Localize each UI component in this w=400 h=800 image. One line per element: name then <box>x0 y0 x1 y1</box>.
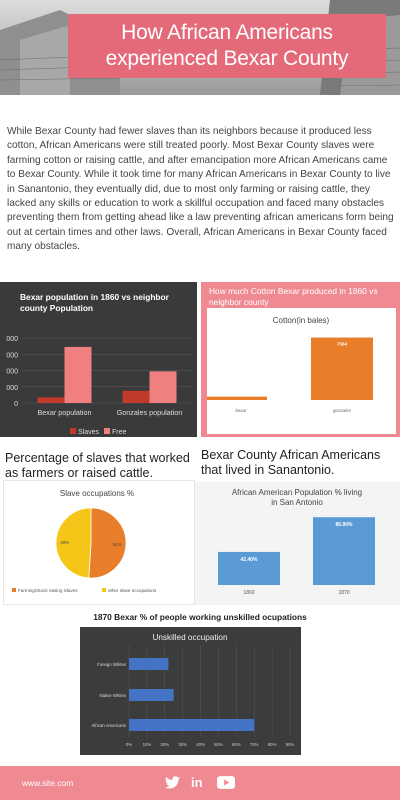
occupations-heading: Percentage of slaves that worked as farm… <box>5 451 190 480</box>
unskilled-chart: Unskilled occupation 0% 10% 20% 30% 40% 50% 60%… <box>91 633 295 747</box>
chart-title: African American Population % living <box>232 488 362 497</box>
population-chart-panel: Bexar population in 1860 vs neighbor cou… <box>0 282 197 437</box>
legend-label: Slaves <box>78 429 100 436</box>
cotton-chart-area: Cotton(in bales) 407 bexar 7584 gonzales <box>205 308 396 434</box>
legend-label: other slave occupations <box>108 588 157 593</box>
data-label: 51% <box>113 542 122 547</box>
occupations-pie-panel: Slave occupations % 51% 49% Farming/Stock r… <box>3 480 195 605</box>
cotton-chart-heading: How much Cotton Bexar produced in 1860 v… <box>209 286 378 307</box>
chart-title: Unskilled occupation <box>152 633 228 642</box>
population-chart-heading: Bexar population in 1860 vs neighbor cou… <box>20 292 169 313</box>
legend-swatch <box>102 588 106 592</box>
x-tick-label: Bexar population <box>38 408 92 417</box>
legend-label: Free <box>112 429 127 436</box>
intro-paragraph: While Bexar County had fewer slaves than… <box>7 126 394 253</box>
data-label: 7584 <box>337 342 348 347</box>
youtube-icon[interactable] <box>217 773 235 791</box>
data-label: 42.40% <box>241 557 259 563</box>
cotton-chart-panel: How much Cotton Bexar produced in 1860 v… <box>201 282 400 437</box>
x-tick-label: 70% <box>250 742 259 747</box>
sanantonio-chart-panel: African American Population % living in S… <box>195 482 400 605</box>
x-tick-label: 50% <box>214 742 223 747</box>
pie-slice <box>55 507 92 579</box>
y-tick-label: 000 <box>6 336 18 343</box>
legend-swatch <box>104 428 110 434</box>
y-tick-label: 0 <box>14 401 18 408</box>
bar <box>129 658 169 670</box>
x-tick-label: 60% <box>232 742 241 747</box>
bar-free <box>149 371 177 403</box>
page-title: How African Americans experienced Bexar … <box>105 21 349 70</box>
legend-swatch <box>70 428 76 434</box>
twitter-icon[interactable] <box>165 773 180 791</box>
bar <box>129 719 255 731</box>
y-tick-label: 000 <box>6 369 18 376</box>
linkedin-icon[interactable]: in <box>191 774 203 790</box>
bar <box>205 396 267 400</box>
bar <box>311 337 373 400</box>
x-tick-label: 40% <box>196 742 205 747</box>
footer: www.site.com in <box>0 766 400 800</box>
bar <box>129 689 174 701</box>
y-tick-label: Native Whites <box>99 693 126 698</box>
x-tick-label: 0% <box>126 742 132 747</box>
chart-title: Cotton(in bales) <box>273 316 330 325</box>
bar-slaves <box>37 397 65 403</box>
x-tick-label: Gonzales population <box>117 408 183 417</box>
x-tick-label: 1870 <box>338 590 349 596</box>
data-label: 86.90% <box>336 522 354 528</box>
bar-slaves <box>122 390 150 403</box>
legend-label: Farming/Stock raising Slaves <box>18 588 78 593</box>
sanantonio-heading: Bexar County African Americans that live… <box>201 448 381 477</box>
pie-slice <box>88 507 127 579</box>
x-tick-label: 1860 <box>243 590 254 596</box>
x-tick-label: bexar <box>235 408 247 413</box>
x-tick-label: 80% <box>268 742 277 747</box>
y-tick-label: Foreign Whites <box>97 662 126 667</box>
x-tick-label: 10% <box>143 742 152 747</box>
x-tick-label: gonzales <box>333 408 352 413</box>
bar-free <box>64 346 92 403</box>
bar <box>218 551 280 585</box>
data-label: 49% <box>60 540 69 545</box>
unskilled-chart-panel: Unskilled occupation 0% 10% 20% 30% 40% 50% 60%… <box>80 627 301 755</box>
y-tick-label: 000 <box>6 352 18 359</box>
chart-title: Slave occupations % <box>60 489 134 498</box>
legend-swatch <box>12 588 16 592</box>
bar <box>313 517 375 585</box>
y-tick-label: African Americans <box>91 723 126 728</box>
unskilled-heading: 1870 Bexar % of people working unskilled… <box>93 612 307 622</box>
title-box: How African Americans experienced Bexar … <box>68 14 386 78</box>
footer-url-link[interactable]: www.site.com <box>22 778 74 788</box>
occupations-pie-chart: Slave occupations % 51% 49% Farming/Stock r… <box>12 489 157 593</box>
cotton-chart: Cotton(in bales) 407 bexar 7584 gonzales <box>205 316 373 413</box>
data-label: 407 <box>232 401 240 406</box>
x-tick-label: 30% <box>178 742 187 747</box>
header-banner: How African Americans experienced Bexar … <box>0 0 400 95</box>
y-tick-label: 000 <box>6 385 18 392</box>
x-tick-label: 90% <box>286 742 295 747</box>
chart-title-line2: in San Antonio <box>271 498 323 507</box>
x-tick-label: 20% <box>160 742 169 747</box>
